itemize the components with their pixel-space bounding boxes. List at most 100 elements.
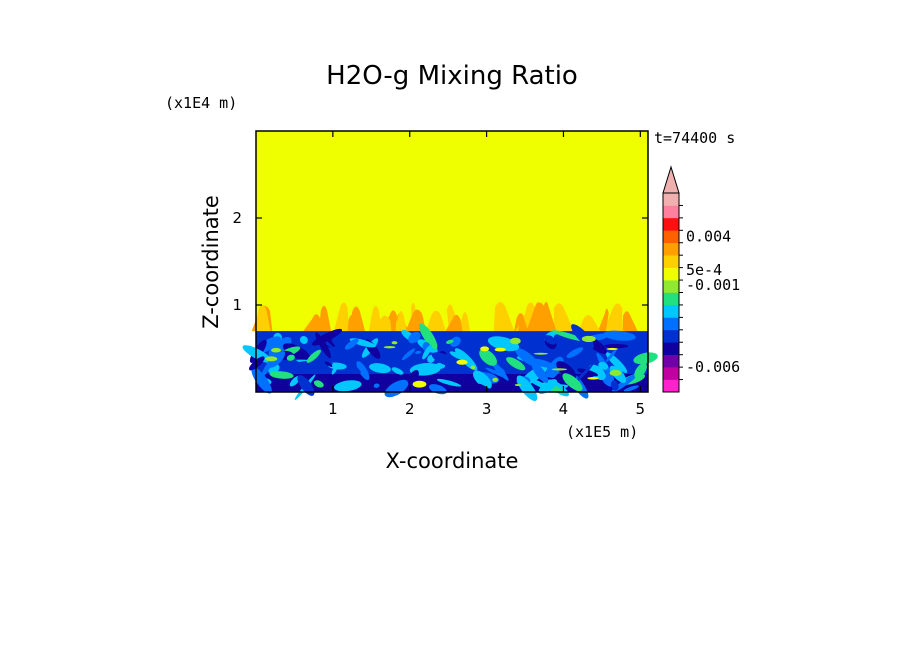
eddy (506, 357, 526, 371)
plume (303, 314, 321, 332)
colorbar-level (663, 379, 679, 393)
colorbar-level (663, 317, 679, 331)
eddy (603, 330, 636, 341)
colorbar-level (663, 242, 679, 256)
colorbar-level (663, 354, 679, 368)
colorbar-label: 0.004 (686, 228, 731, 246)
plume (347, 314, 366, 332)
eddy (407, 370, 419, 385)
colorbar-level (663, 255, 679, 268)
eddy (408, 331, 421, 344)
plume (318, 305, 332, 332)
eddy (446, 339, 454, 344)
colorbar-level (663, 217, 679, 231)
eddy (605, 349, 617, 362)
eddy (556, 361, 577, 380)
x-scale-label: (x1E5 m) (566, 423, 638, 441)
y-tick-label: 1 (232, 296, 242, 314)
colorbar-level (663, 267, 679, 281)
eddy (479, 349, 497, 366)
colorbar-level (663, 329, 679, 343)
eddy (338, 355, 361, 373)
colorbar-level (663, 205, 679, 219)
warm-spot (391, 341, 398, 345)
plume (543, 301, 557, 332)
eddy (344, 338, 359, 350)
eddy (598, 361, 609, 370)
eddy (576, 368, 599, 377)
warm-spot (587, 377, 599, 380)
colorbar-label: 5e-4 (686, 261, 722, 279)
warm-spot (456, 359, 468, 365)
plume (578, 315, 601, 332)
eddy (494, 366, 506, 376)
plume (493, 301, 515, 332)
eddy (315, 332, 331, 359)
plume (426, 310, 446, 332)
plume (597, 308, 609, 332)
eddy (623, 385, 639, 392)
eddy (633, 352, 658, 365)
eddy (286, 354, 295, 361)
eddy (327, 362, 347, 370)
eddy (384, 379, 409, 398)
plume (553, 303, 575, 332)
plot-frame (255, 130, 649, 393)
colorbar-level (663, 342, 679, 355)
x-tick-label: 2 (405, 400, 415, 418)
plume (622, 311, 638, 332)
eddy (485, 367, 509, 379)
eddy (422, 344, 432, 360)
warm-spot (494, 347, 506, 352)
warm-spot (510, 337, 521, 345)
y-axis-label: Z-coordinate (199, 195, 223, 329)
colorbar-level (663, 292, 679, 306)
eddy (306, 349, 321, 363)
eddy (538, 379, 558, 395)
eddy (324, 361, 333, 367)
x-tick-label: 5 (636, 400, 646, 418)
plume (333, 302, 349, 332)
eddy (261, 356, 275, 378)
x-axis-ticks: 1 2 3 4 5 (328, 131, 645, 418)
plume (395, 310, 407, 332)
eddy (562, 373, 583, 392)
plume (254, 304, 271, 332)
plume (602, 314, 623, 332)
colorbar-level (663, 230, 679, 244)
eddy (299, 336, 308, 344)
y-tick-label: 2 (232, 209, 242, 227)
eddy (373, 383, 380, 388)
warm-spot (551, 368, 568, 371)
eddy (401, 348, 416, 361)
eddy (516, 375, 538, 401)
eddy (334, 380, 362, 392)
x-tick-label: 3 (482, 400, 492, 418)
colorbar-label: -0.001 (686, 276, 740, 294)
eddy (571, 324, 594, 349)
time-label: t=74400 s (654, 129, 735, 147)
warm-spot (383, 346, 396, 349)
eddy (553, 333, 585, 348)
eddy (269, 371, 294, 379)
eddy (528, 358, 554, 368)
x-tick-label: 4 (559, 400, 569, 418)
eddy (313, 380, 324, 388)
plume (369, 315, 392, 332)
eddy (331, 335, 345, 348)
colorbar-level (663, 193, 679, 206)
colorbar-label: -0.006 (686, 358, 740, 376)
eddy (431, 352, 458, 367)
warm-spot (265, 356, 278, 362)
eddy (610, 380, 619, 391)
eddy (566, 347, 584, 358)
eddy (604, 343, 628, 349)
y-axis-ticks: 12 (232, 209, 648, 314)
eddy (449, 351, 469, 361)
eddy (477, 383, 491, 392)
contour-field (242, 131, 658, 401)
warm-spot (609, 369, 622, 376)
warm-spot (271, 347, 282, 353)
eddy (415, 350, 422, 354)
